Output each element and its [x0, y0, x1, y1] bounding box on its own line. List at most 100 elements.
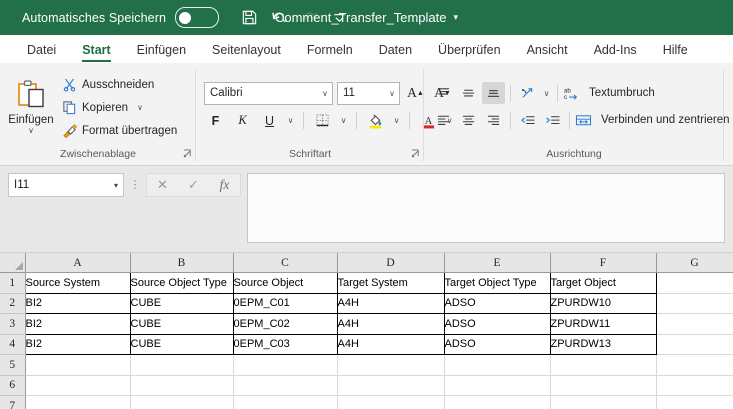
cell-d5[interactable]	[337, 354, 445, 376]
select-all-corner[interactable]	[0, 253, 26, 273]
cell-e2[interactable]: ADSO	[443, 292, 551, 314]
cell-c4[interactable]: 0EPM_C03	[232, 333, 338, 355]
decrease-indent-button[interactable]	[516, 109, 539, 131]
row-header-3[interactable]: 3	[0, 313, 26, 335]
cell-c6[interactable]	[233, 375, 338, 396]
borders-button[interactable]	[311, 110, 334, 132]
underline-button[interactable]: U	[258, 110, 281, 132]
decrease-font-size-button[interactable]: A ▼	[434, 85, 451, 100]
align-center-button[interactable]	[457, 109, 480, 131]
align-middle-button[interactable]	[457, 82, 480, 104]
copy-button[interactable]: Kopieren ∨	[62, 97, 181, 118]
undo-icon[interactable]	[265, 5, 293, 31]
row-header-6[interactable]: 6	[0, 375, 26, 396]
cell-g6[interactable]	[656, 375, 733, 396]
fill-color-button[interactable]	[364, 110, 387, 132]
cell-f5[interactable]	[550, 354, 657, 376]
cell-b6[interactable]	[130, 375, 234, 396]
chevron-down-icon[interactable]: ∨	[137, 103, 143, 112]
borders-chevron-down-icon[interactable]: ∨	[340, 116, 347, 125]
cell-d6[interactable]	[337, 375, 445, 396]
cell-d3[interactable]: A4H	[336, 313, 445, 335]
cell-c2[interactable]: 0EPM_C01	[232, 292, 338, 314]
align-bottom-button[interactable]	[482, 82, 505, 104]
document-title[interactable]: Comment_Transfer_Template	[274, 10, 447, 25]
column-header-g[interactable]: G	[656, 253, 733, 273]
cell-e6[interactable]	[444, 375, 551, 396]
tab-daten[interactable]: Daten	[366, 36, 425, 63]
tab-seitenlayout[interactable]: Seitenlayout	[199, 36, 294, 63]
customize-qat-icon[interactable]	[325, 5, 353, 31]
tab-start[interactable]: Start	[69, 36, 123, 63]
cell-f1[interactable]: Target Object	[549, 272, 657, 294]
cell-g1[interactable]	[656, 272, 733, 294]
align-left-button[interactable]	[432, 109, 455, 131]
bold-button[interactable]: F	[204, 110, 227, 132]
paste-button[interactable]: Einfügen ∨	[0, 66, 62, 146]
cell-g5[interactable]	[656, 354, 733, 376]
cell-e3[interactable]: ADSO	[443, 313, 551, 335]
cell-c3[interactable]: 0EPM_C02	[232, 313, 338, 335]
align-top-button[interactable]	[432, 82, 455, 104]
cell-c1[interactable]: Source Object	[232, 272, 338, 294]
tab-formeln[interactable]: Formeln	[294, 36, 366, 63]
cell-e5[interactable]	[444, 354, 551, 376]
cut-button[interactable]: Ausschneiden	[62, 74, 181, 95]
column-header-d[interactable]: D	[337, 253, 445, 273]
cell-d2[interactable]: A4H	[336, 292, 445, 314]
cancel-icon[interactable]: ✕	[157, 177, 168, 192]
increase-indent-button[interactable]	[541, 109, 564, 131]
font-color-button[interactable]: A	[417, 110, 440, 132]
column-header-b[interactable]: B	[130, 253, 234, 273]
cell-g2[interactable]	[656, 293, 733, 314]
name-box[interactable]: I11 ▾	[8, 173, 124, 197]
cell-b7[interactable]	[130, 395, 234, 409]
tab-add-ins[interactable]: Add-Ins	[581, 36, 650, 63]
cell-e7[interactable]	[444, 395, 551, 409]
cell-b4[interactable]: CUBE	[129, 333, 234, 355]
cell-a5[interactable]	[25, 354, 131, 376]
column-header-c[interactable]: C	[233, 253, 338, 273]
cell-f3[interactable]: ZPURDW11	[549, 313, 657, 335]
clipboard-dialog-launcher-icon[interactable]	[183, 149, 192, 158]
cell-f7[interactable]	[550, 395, 657, 409]
cell-e4[interactable]: ADSO	[443, 333, 551, 355]
cell-a3[interactable]: BI2	[24, 313, 131, 335]
column-header-f[interactable]: F	[550, 253, 657, 273]
tab-einfuegen[interactable]: Einfügen	[124, 36, 199, 63]
fill-color-chevron-down-icon[interactable]: ∨	[393, 116, 400, 125]
font-color-chevron-down-icon[interactable]: ∨	[446, 116, 453, 125]
cell-g3[interactable]	[656, 313, 733, 335]
row-header-7[interactable]: 7	[0, 395, 26, 409]
font-size-combo[interactable]: 11 ∨	[337, 81, 400, 105]
chevron-down-icon[interactable]: ▾	[453, 12, 458, 22]
cell-b3[interactable]: CUBE	[129, 313, 234, 335]
cell-c5[interactable]	[233, 354, 338, 376]
tab-hilfe[interactable]: Hilfe	[650, 36, 701, 63]
cell-d4[interactable]: A4H	[336, 333, 445, 355]
insert-function-icon[interactable]: fx	[219, 177, 230, 192]
cell-e1[interactable]: Target Object Type	[443, 272, 551, 294]
format-painter-button[interactable]: Format übertragen	[62, 120, 181, 141]
row-header-1[interactable]: 1	[0, 272, 26, 294]
cell-f4[interactable]: ZPURDW13	[549, 333, 657, 355]
save-icon[interactable]	[235, 5, 263, 31]
chevron-down-icon[interactable]: ∨	[28, 126, 34, 135]
align-right-button[interactable]	[482, 109, 505, 131]
cell-b1[interactable]: Source Object Type	[129, 272, 234, 294]
cell-b2[interactable]: CUBE	[129, 292, 234, 314]
cell-a1[interactable]: Source System	[24, 272, 131, 294]
cell-f2[interactable]: ZPURDW10	[549, 292, 657, 314]
cell-c7[interactable]	[233, 395, 338, 409]
cell-a2[interactable]: BI2	[24, 292, 131, 314]
row-header-4[interactable]: 4	[0, 334, 26, 355]
tab-ansicht[interactable]: Ansicht	[514, 36, 581, 63]
cell-d1[interactable]: Target System	[336, 272, 445, 294]
confirm-icon[interactable]: ✓	[188, 177, 199, 192]
cell-g4[interactable]	[656, 334, 733, 355]
cell-f6[interactable]	[550, 375, 657, 396]
cell-g7[interactable]	[656, 395, 733, 409]
redo-icon[interactable]	[295, 5, 323, 31]
column-header-e[interactable]: E	[444, 253, 551, 273]
cell-a6[interactable]	[25, 375, 131, 396]
